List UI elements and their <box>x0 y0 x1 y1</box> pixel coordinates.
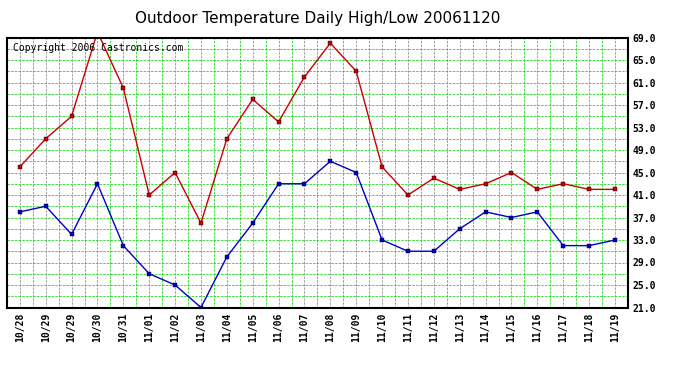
Text: Outdoor Temperature Daily High/Low 20061120: Outdoor Temperature Daily High/Low 20061… <box>135 11 500 26</box>
Text: Copyright 2006 Castronics.com: Copyright 2006 Castronics.com <box>13 43 184 53</box>
